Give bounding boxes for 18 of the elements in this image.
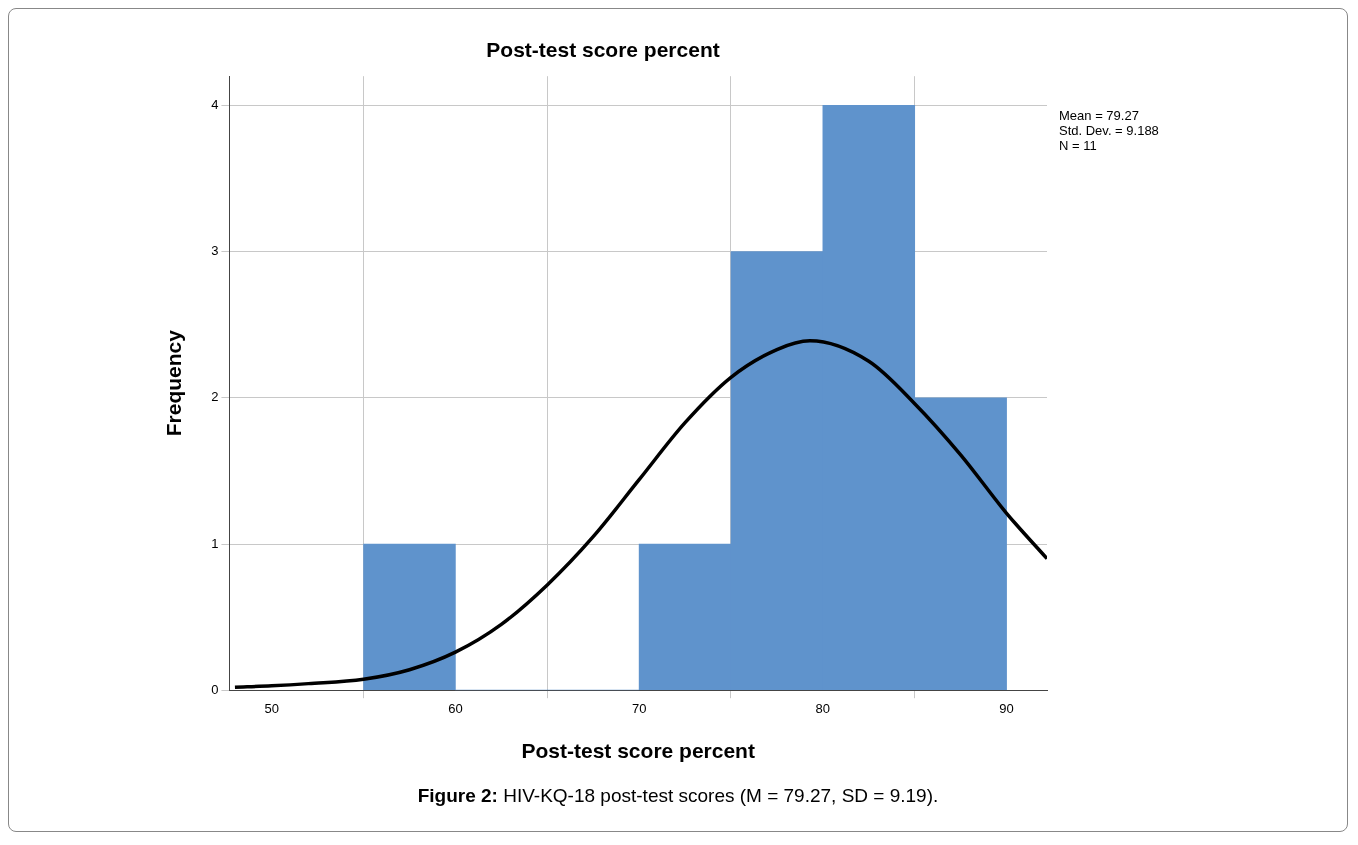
y-tick-label: 1 [211, 535, 219, 551]
text: Mean = 79.27 [1059, 108, 1139, 124]
chart-title: Post-test score percent [486, 38, 720, 62]
text: N = 11 [1059, 138, 1097, 154]
x-axis-title: Post-test score percent [521, 739, 755, 763]
y-tick-label: 2 [211, 389, 219, 405]
line-series [233, 339, 1047, 690]
x-tick-label: 80 [815, 700, 831, 716]
y-tick-label: 4 [211, 97, 219, 113]
x-tick-label: 70 [631, 700, 647, 716]
y-axis-title: Frequency [162, 329, 186, 437]
y-tick-label: 3 [211, 243, 219, 259]
text: Std. Dev. = 9.188 [1059, 123, 1159, 139]
x-tick-label: 50 [264, 700, 279, 716]
y-tick-label: 0 [211, 681, 219, 697]
caption: Figure 2: HIV-KQ-18 post-test scores (M = 79.27, SD = 9.19). [417, 785, 939, 806]
x-tick-label: 60 [448, 700, 463, 716]
x-tick-label: 90 [999, 700, 1014, 716]
